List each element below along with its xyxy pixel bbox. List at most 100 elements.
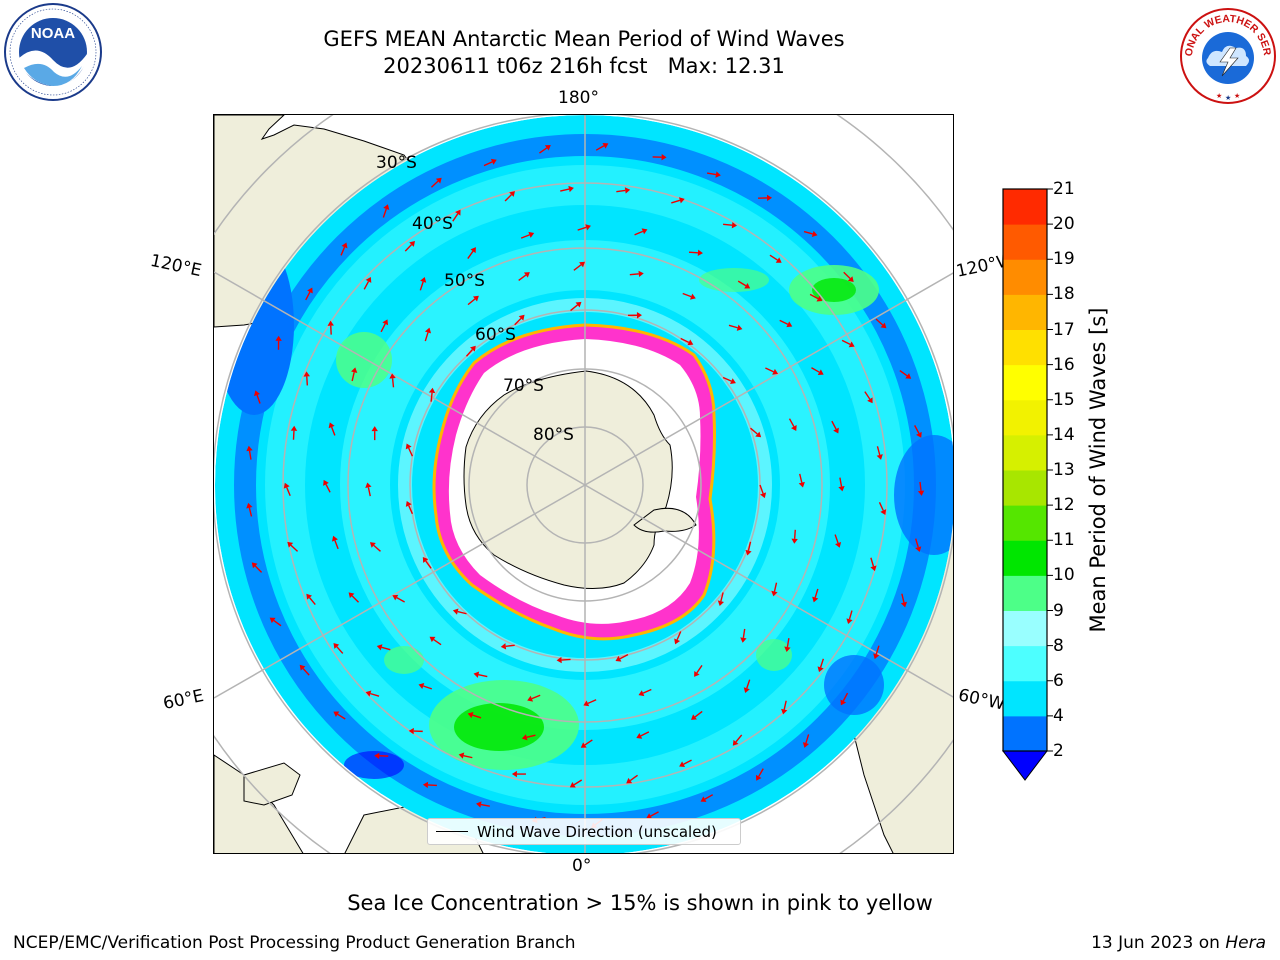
- wind-wave-arrow-shaft: [706, 172, 717, 176]
- wind-wave-arrow-shaft: [452, 213, 459, 222]
- wind-wave-arrow-shaft: [682, 292, 692, 298]
- wind-wave-arrow-head: [470, 247, 476, 254]
- lat-label-50s: 50°S: [444, 271, 485, 291]
- wind-wave-arrow-head: [382, 319, 389, 326]
- wind-wave-arrow-head: [500, 643, 507, 650]
- wind-wave-arrow-shaft: [254, 565, 263, 573]
- wind-wave-arrow-shaft: [363, 281, 370, 290]
- colorbar-tick-label: 9: [1053, 600, 1064, 621]
- colorbar: [1001, 188, 1053, 781]
- wind-wave-arrow-shaft: [404, 244, 413, 252]
- wind-wave-arrow-shaft: [248, 450, 252, 460]
- wind-wave-arrow-shaft: [336, 646, 344, 654]
- wind-wave-arrow-head: [732, 739, 739, 746]
- wind-wave-arrow-head: [697, 249, 703, 256]
- wind-wave-arrow-shaft: [834, 534, 839, 544]
- wind-wave-arrow-head: [580, 742, 587, 748]
- wind-wave-arrow-shaft: [758, 768, 764, 777]
- wind-wave-arrow-head: [409, 241, 415, 247]
- wind-wave-arrow-head: [408, 727, 414, 735]
- wind-wave-arrow-shaft: [325, 484, 331, 493]
- wind-wave-arrow-shaft: [424, 332, 429, 342]
- wind-wave-arrow-shaft: [561, 658, 571, 661]
- colorbar-tick-label: 16: [1053, 354, 1075, 375]
- footer-credit: NCEP/EMC/Verification Post Processing Pr…: [13, 933, 576, 953]
- colorbar-segment: [1003, 434, 1047, 471]
- wind-wave-arrow-head: [518, 314, 525, 321]
- wind-wave-arrow-head: [556, 656, 562, 664]
- footer-date: 13 Jun 2023 on Hera: [1091, 933, 1266, 953]
- colorbar-segment: [1003, 224, 1047, 260]
- lat-label-80s: 80°S: [533, 425, 574, 445]
- sea-ice-caption: Sea Ice Concentration > 15% is shown in …: [347, 891, 933, 915]
- wind-wave-arrow-head: [376, 644, 383, 651]
- title-line-2: 20230611 t06z 216h fcst Max: 12.31: [383, 54, 785, 78]
- wind-wave-arrow-head: [760, 492, 767, 499]
- wind-wave-arrow-shaft: [423, 685, 433, 690]
- colorbar-tick-label: 21: [1053, 179, 1075, 199]
- colorbar-segment: [1003, 715, 1047, 752]
- wind-wave-arrow-head: [880, 509, 887, 516]
- wind-wave-arrow-head: [269, 617, 276, 624]
- wind-wave-arrow-shaft: [381, 646, 391, 651]
- wind-wave-arrow-head: [365, 276, 372, 283]
- wind-wave-arrow-head: [817, 666, 824, 673]
- wind-wave-arrow-shaft: [373, 544, 381, 552]
- wind-wave-arrow-head: [784, 646, 791, 653]
- wind-wave-arrow-head: [418, 682, 425, 690]
- wind-wave-arrow-head: [327, 320, 334, 326]
- wind-wave-arrow-shaft: [629, 273, 639, 276]
- wind-wave-arrow-shaft: [577, 226, 587, 231]
- wind-wave-arrow-head: [880, 322, 887, 329]
- wind-wave-arrow-head: [743, 687, 750, 693]
- colorbar-tick-label: 10: [1053, 565, 1075, 586]
- wind-wave-arrow-shaft: [457, 610, 467, 615]
- lon-label-120e: 120°E: [148, 250, 204, 282]
- wind-wave-arrow-head: [509, 191, 515, 197]
- wind-wave-arrow-head: [328, 422, 335, 429]
- colorbar-segment: [1003, 505, 1047, 541]
- wind-wave-arrow-shaft: [746, 679, 751, 689]
- wind-wave-arrow-shaft: [650, 811, 659, 817]
- wind-wave-arrow-shaft: [728, 324, 738, 329]
- wind-wave-arrow-head: [802, 742, 809, 748]
- wind-wave-arrow-head: [283, 482, 290, 489]
- colorbar-segment: [1003, 680, 1047, 717]
- wind-wave-arrow-head: [781, 708, 788, 715]
- wind-wave-arrow-shaft: [560, 188, 570, 192]
- wind-wave-arrow-shaft: [696, 664, 703, 674]
- graticule: [214, 115, 953, 853]
- wind-wave-arrow-head: [511, 770, 517, 778]
- wind-wave-arrow-shaft: [809, 293, 819, 300]
- wind-wave-arrow-head: [569, 782, 576, 788]
- wind-wave-arrow-head: [544, 144, 551, 151]
- wind-wave-arrow-head: [405, 443, 412, 450]
- colorbar-tick-label: 14: [1053, 424, 1075, 445]
- legend-line-swatch: [436, 831, 468, 832]
- wind-wave-arrow-head: [429, 636, 436, 643]
- wind-wave-arrow-head: [405, 500, 412, 507]
- wind-wave-arrow-shaft: [901, 593, 905, 603]
- wind-wave-arrow-head: [687, 339, 694, 346]
- svg-text:★: ★: [1234, 92, 1240, 100]
- colorbar-under-triangle: [1001, 750, 1049, 781]
- wind-wave-arrow-shaft: [337, 713, 346, 720]
- wind-wave-arrow-shaft: [750, 427, 758, 435]
- wind-wave-arrow-shaft: [290, 544, 299, 552]
- wind-wave-arrow-head: [870, 565, 877, 572]
- wind-wave-arrow-head: [374, 752, 380, 759]
- wind-wave-arrow-head: [691, 714, 697, 720]
- wind-wave-arrow-head: [470, 345, 476, 352]
- wind-wave-arrow-head: [771, 590, 778, 597]
- wind-wave-arrow-head: [638, 690, 645, 697]
- wind-wave-arrow-head: [575, 301, 582, 308]
- wind-wave-arrow-head: [798, 481, 805, 488]
- wind-wave-arrow-shaft: [735, 734, 743, 743]
- colorbar-title: Mean Period of Wind Waves [s]: [1086, 307, 1110, 633]
- wind-wave-arrow-shaft: [430, 180, 439, 188]
- wind-wave-arrow-shaft: [616, 189, 626, 193]
- wind-wave-arrow-shaft: [680, 337, 690, 344]
- wind-wave-arrow-shaft: [430, 392, 433, 402]
- wind-wave-arrow-shaft: [803, 230, 813, 235]
- svg-text:★: ★: [1216, 92, 1222, 100]
